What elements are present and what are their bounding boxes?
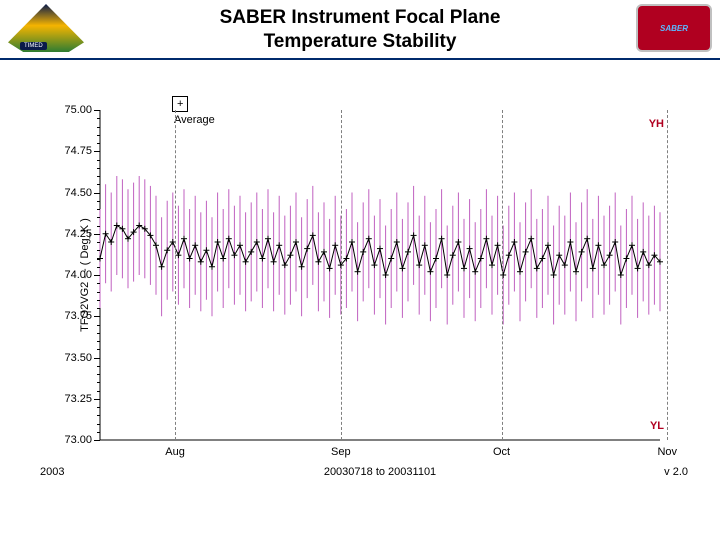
y-tick-label: 73.75 bbox=[52, 310, 92, 322]
page-title: SABER Instrument Focal Plane Temperature… bbox=[0, 0, 720, 54]
y-minor-tick bbox=[97, 300, 100, 301]
y-tick-label: 73.25 bbox=[52, 393, 92, 405]
year-label: 2003 bbox=[40, 466, 64, 478]
version-label: v 2.0 bbox=[664, 466, 688, 478]
y-minor-tick bbox=[97, 217, 100, 218]
y-minor-tick bbox=[97, 135, 100, 136]
grid-line-vertical bbox=[341, 110, 342, 440]
y-minor-tick bbox=[97, 407, 100, 408]
y-tick-label: 74.50 bbox=[52, 187, 92, 199]
y-tick-label: 73.50 bbox=[52, 352, 92, 364]
y-minor-tick bbox=[97, 184, 100, 185]
saber-logo: SABER bbox=[636, 4, 712, 52]
y-minor-tick bbox=[97, 226, 100, 227]
y-tick bbox=[94, 275, 100, 276]
y-minor-tick bbox=[97, 424, 100, 425]
y-tick bbox=[94, 234, 100, 235]
chart: + Average TFO2VG2 - - ( Deg_K ) 2003 200… bbox=[100, 110, 660, 440]
x-tick-label: Sep bbox=[331, 446, 351, 458]
y-minor-tick bbox=[97, 176, 100, 177]
y-minor-tick bbox=[97, 127, 100, 128]
y-minor-tick bbox=[97, 250, 100, 251]
y-minor-tick bbox=[97, 308, 100, 309]
grid-line-vertical bbox=[175, 110, 176, 440]
grid-line-vertical bbox=[667, 110, 668, 440]
y-tick bbox=[94, 440, 100, 441]
y-minor-tick bbox=[97, 143, 100, 144]
y-tick-label: 74.75 bbox=[52, 145, 92, 157]
y-tick bbox=[94, 151, 100, 152]
y-minor-tick bbox=[97, 325, 100, 326]
y-minor-tick bbox=[97, 341, 100, 342]
y-minor-tick bbox=[97, 201, 100, 202]
y-minor-tick bbox=[97, 292, 100, 293]
y-minor-tick bbox=[97, 283, 100, 284]
y-minor-tick bbox=[97, 242, 100, 243]
y-tick-label: 75.00 bbox=[52, 104, 92, 116]
y-minor-tick bbox=[97, 333, 100, 334]
y-minor-tick bbox=[97, 267, 100, 268]
x-tick-label: Aug bbox=[165, 446, 185, 458]
y-minor-tick bbox=[97, 118, 100, 119]
y-minor-tick bbox=[97, 160, 100, 161]
x-tick-label: Nov bbox=[657, 446, 677, 458]
y-minor-tick bbox=[97, 168, 100, 169]
y-tick-label: 74.00 bbox=[52, 269, 92, 281]
y-tick bbox=[94, 110, 100, 111]
y-tick bbox=[94, 358, 100, 359]
y-minor-tick bbox=[97, 415, 100, 416]
header: TIMED SABER Instrument Focal Plane Tempe… bbox=[0, 0, 720, 60]
y-tick bbox=[94, 193, 100, 194]
y-minor-tick bbox=[97, 374, 100, 375]
y-tick-label: 74.25 bbox=[52, 228, 92, 240]
y-minor-tick bbox=[97, 209, 100, 210]
grid-line-vertical bbox=[502, 110, 503, 440]
y-minor-tick bbox=[97, 382, 100, 383]
y-minor-tick bbox=[97, 259, 100, 260]
y-tick bbox=[94, 316, 100, 317]
x-tick-label: Oct bbox=[493, 446, 510, 458]
y-minor-tick bbox=[97, 391, 100, 392]
title-line-1: SABER Instrument Focal Plane bbox=[0, 6, 720, 30]
y-tick-label: 73.00 bbox=[52, 434, 92, 446]
y-minor-tick bbox=[97, 366, 100, 367]
title-line-2: Temperature Stability bbox=[0, 30, 720, 54]
timed-badge: TIMED bbox=[20, 42, 47, 50]
plot-svg bbox=[100, 110, 660, 440]
x-axis-subtitle: 20030718 to 20031101 bbox=[324, 466, 436, 478]
saber-logo-text: SABER bbox=[660, 24, 688, 33]
y-tick bbox=[94, 399, 100, 400]
y-minor-tick bbox=[97, 349, 100, 350]
y-minor-tick bbox=[97, 432, 100, 433]
